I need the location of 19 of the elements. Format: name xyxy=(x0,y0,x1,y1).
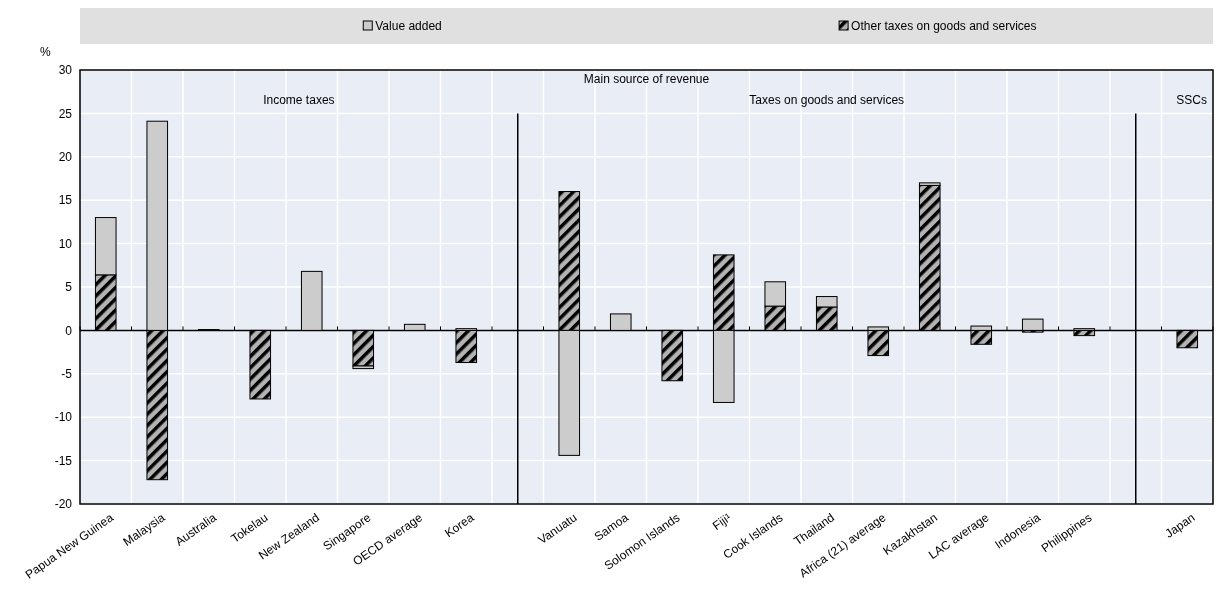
y-tick-label: -5 xyxy=(61,367,73,381)
annotation: SSCs xyxy=(1176,93,1207,107)
y-tick-label: 5 xyxy=(65,280,73,295)
x-tick-label: Fiji¹ xyxy=(710,510,734,533)
y-tick-label: 15 xyxy=(58,193,73,208)
annotation: Main source of revenue xyxy=(583,72,710,86)
y-tick-label: 0 xyxy=(65,323,73,338)
y-tick-label: 20 xyxy=(58,150,73,164)
y-tick-label: -15 xyxy=(54,453,73,468)
y-tick-label: 10 xyxy=(58,236,73,251)
legend-label: Value added xyxy=(375,19,442,33)
annotation: Income taxes xyxy=(263,93,335,107)
y-tick-label: 25 xyxy=(58,106,73,121)
annotation: Taxes on goods and services xyxy=(749,93,905,107)
y-axis-title: % xyxy=(40,45,51,59)
legend-label: Other taxes on goods and services xyxy=(851,19,1037,33)
y-tick-label: 30 xyxy=(58,63,73,78)
y-tick-label: -20 xyxy=(54,497,73,512)
y-tick-label: -10 xyxy=(54,410,73,425)
